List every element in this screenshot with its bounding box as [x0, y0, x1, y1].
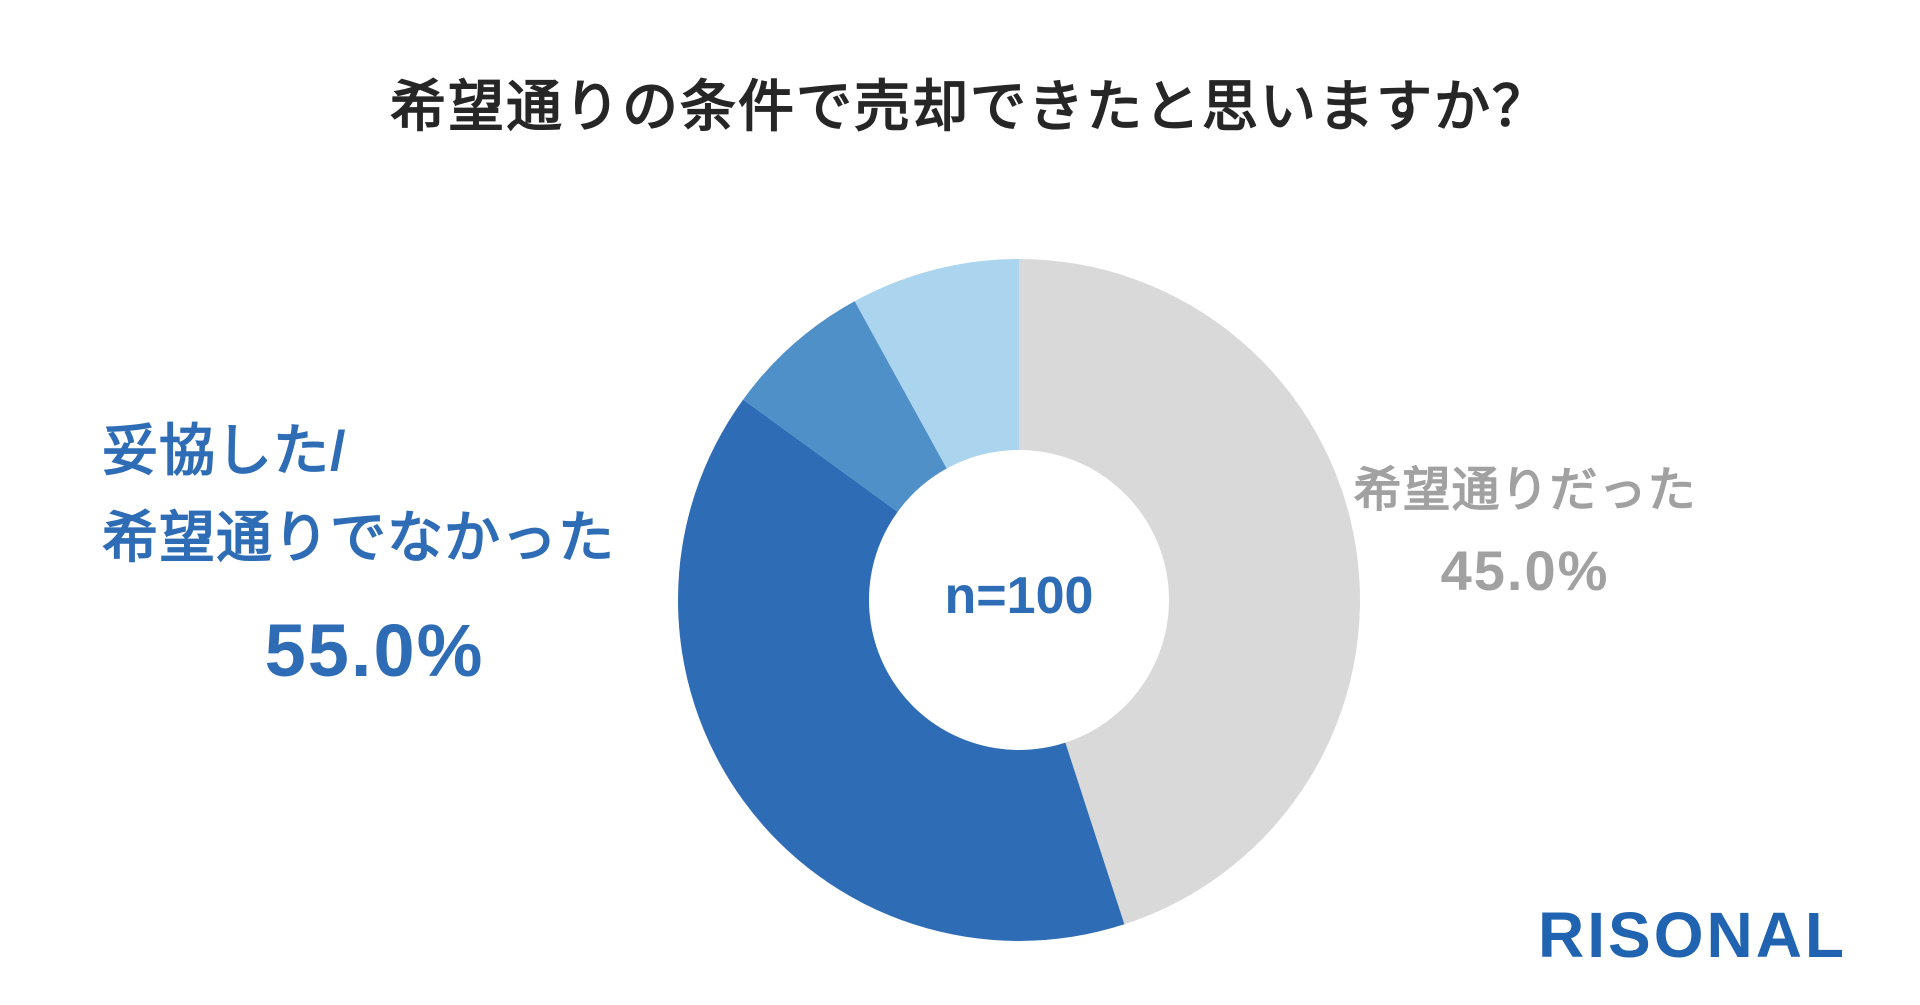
- donut-segment-compromised-dark: [678, 399, 1125, 941]
- as-hoped-segment-label: 希望通りだった 45.0%: [1345, 450, 1705, 603]
- as-hoped-value: 45.0%: [1440, 539, 1610, 602]
- donut-segment-as-hoped: [1019, 259, 1360, 925]
- donut-segment-compromised-mid: [743, 301, 947, 512]
- donut-segment-compromised-light: [854, 259, 1019, 469]
- compromised-label-line2: 希望通りでなかった: [102, 505, 615, 569]
- donut-chart-container: [669, 250, 1369, 950]
- compromised-value: 55.0%: [264, 608, 485, 692]
- sample-size-label: n=100: [944, 567, 1094, 625]
- compromised-segment-label: 妥協した/ 希望通りでなかった 55.0%: [102, 408, 647, 693]
- donut-chart: [678, 259, 1360, 941]
- risonal-logo: RISONAL: [1538, 899, 1847, 971]
- chart-title: 希望通りの条件で売却できたと思いますか？: [390, 75, 1550, 138]
- compromised-label-line1: 妥協した/: [102, 419, 347, 482]
- as-hoped-label: 希望通りだった: [1353, 464, 1697, 517]
